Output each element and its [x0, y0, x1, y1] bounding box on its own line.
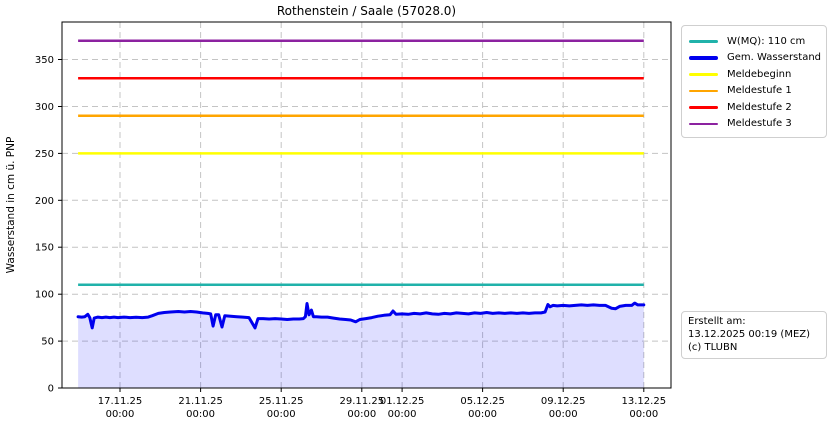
x-tick-label-date: 17.11.25	[98, 396, 143, 407]
legend-label: Meldebeginn	[727, 68, 792, 80]
creation-info-box: Erstellt am: 13.12.2025 00:19 (MEZ) (c) …	[681, 311, 827, 359]
y-tick-label: 300	[35, 102, 54, 113]
legend: W(MQ): 110 cm Gem. Wasserstand Meldebeginn…	[681, 25, 827, 138]
x-tick-label-time: 00:00	[549, 409, 578, 420]
y-tick-label: 0	[48, 384, 54, 395]
info-copyright: (c) TLUBN	[688, 342, 738, 353]
legend-line-swatch	[689, 55, 718, 60]
x-tick-label-date: 29.11.25	[340, 396, 385, 407]
y-tick-label: 100	[35, 290, 54, 301]
legend-label: Meldestufe 2	[727, 101, 792, 113]
legend-label: W(MQ): 110 cm	[727, 35, 806, 47]
water-level-area-fill	[78, 303, 644, 388]
y-axis-label: Wasserstand in cm ü. PNP	[5, 136, 17, 274]
chart-title: Rothenstein / Saale (57028.0)	[276, 4, 457, 18]
x-tick-label-date: 05.12.25	[460, 396, 505, 407]
y-tick-label: 200	[35, 196, 54, 207]
legend-line-swatch	[689, 40, 718, 43]
legend-item-meldestufe-2: Meldestufe 2	[689, 99, 819, 116]
x-tick-label-time: 00:00	[629, 409, 658, 420]
legend-item-w-mq-110-cm: W(MQ): 110 cm	[689, 33, 819, 50]
legend-label: Meldestufe 3	[727, 118, 792, 130]
measured-water-level-line	[76, 301, 646, 330]
legend-item-meldestufe-3: Meldestufe 3	[689, 116, 819, 133]
x-tick-label-date: 09.12.25	[541, 396, 586, 407]
legend-line-swatch	[689, 89, 718, 92]
x-tick-label-time: 00:00	[468, 409, 497, 420]
legend-label: Gem. Wasserstand	[727, 52, 822, 64]
legend-item-meldebeginn: Meldebeginn	[689, 66, 819, 83]
x-tick-label-time: 00:00	[388, 409, 417, 420]
x-tick-label-time: 00:00	[186, 409, 215, 420]
x-tick-label-time: 00:00	[347, 409, 376, 420]
x-tick-label-time: 00:00	[267, 409, 296, 420]
legend-item-meldestufe-1: Meldestufe 1	[689, 83, 819, 100]
y-tick-label: 150	[35, 243, 54, 254]
axes-border	[61, 21, 672, 389]
legend-label: Meldestufe 1	[727, 85, 792, 97]
y-tick-label: 50	[41, 337, 54, 348]
info-created-label: Erstellt am:	[688, 316, 746, 327]
legend-item-gem-wasserstand: Gem. Wasserstand	[689, 50, 822, 67]
x-tick-label-date: 13.12.25	[622, 396, 667, 407]
y-tick-label: 250	[35, 149, 54, 160]
x-tick-label-time: 00:00	[106, 409, 135, 420]
x-tick-label-date: 21.11.25	[178, 396, 223, 407]
info-timestamp: 13.12.2025 00:19 (MEZ)	[688, 329, 811, 340]
y-tick-label: 350	[35, 55, 54, 66]
legend-line-swatch	[689, 106, 718, 109]
x-tick-label-date: 01.12.25	[380, 396, 425, 407]
x-tick-label-date: 25.11.25	[259, 396, 304, 407]
legend-line-swatch	[689, 122, 718, 125]
legend-line-swatch	[689, 73, 718, 76]
